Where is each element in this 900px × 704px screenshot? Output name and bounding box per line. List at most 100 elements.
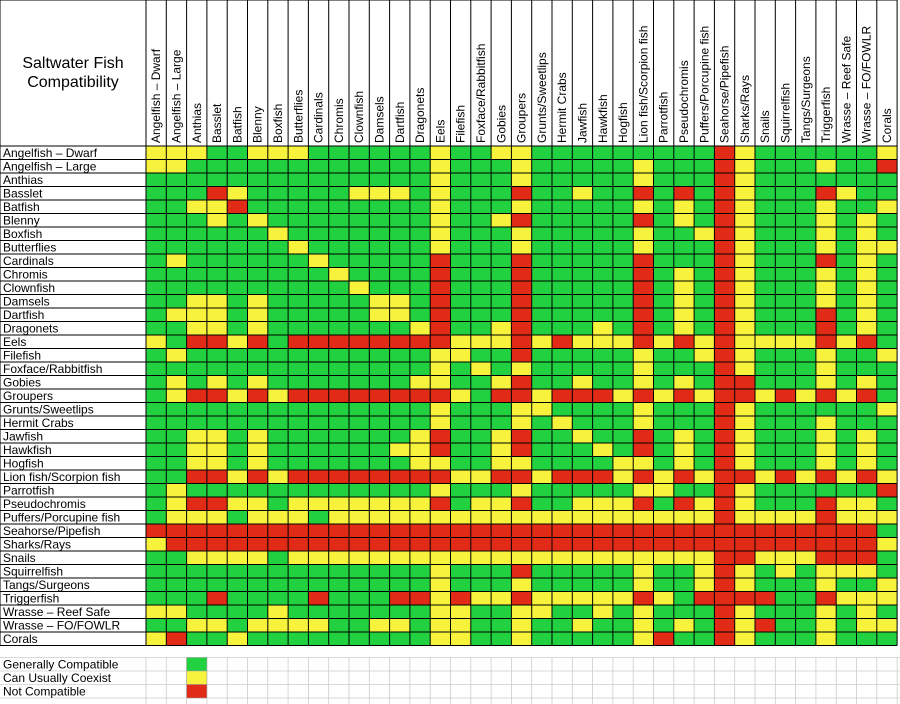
cell <box>328 429 349 443</box>
cell <box>186 591 207 605</box>
cell <box>694 159 715 173</box>
cell <box>511 227 532 241</box>
cell <box>369 510 390 524</box>
cell <box>511 524 532 538</box>
cell <box>349 294 370 308</box>
cell <box>572 213 593 227</box>
cell <box>592 510 613 524</box>
column-header: Sharks/Rays <box>738 75 752 143</box>
cell <box>572 267 593 281</box>
cell <box>328 159 349 173</box>
cell <box>795 443 816 457</box>
cell <box>430 429 451 443</box>
cell <box>206 348 228 362</box>
cell <box>146 200 167 214</box>
cell <box>552 186 573 200</box>
cell <box>369 227 390 241</box>
column-header: Jawfish <box>575 103 589 143</box>
cell <box>592 389 613 403</box>
cell <box>206 402 228 416</box>
cell <box>227 551 248 565</box>
cell <box>775 240 796 254</box>
cell <box>876 551 898 565</box>
cell <box>694 389 715 403</box>
cell <box>470 389 492 403</box>
cell <box>206 551 228 565</box>
cell <box>166 254 187 268</box>
cell <box>592 497 613 511</box>
cell <box>206 510 228 524</box>
cell <box>531 578 552 592</box>
cell <box>491 335 512 349</box>
cell <box>795 402 816 416</box>
cell <box>633 402 654 416</box>
cell <box>349 200 370 214</box>
cell <box>572 200 593 214</box>
cell <box>349 497 370 511</box>
cell <box>633 186 654 200</box>
cell <box>694 551 715 565</box>
cell <box>308 159 329 173</box>
cell <box>186 632 207 646</box>
cell <box>876 159 898 173</box>
cell <box>369 159 390 173</box>
cell <box>288 605 309 619</box>
cell <box>511 335 532 349</box>
cell <box>227 321 248 335</box>
cell <box>755 389 776 403</box>
cell <box>714 618 735 632</box>
cell <box>592 227 613 241</box>
cell <box>633 281 654 295</box>
cell <box>430 605 451 619</box>
cell <box>166 267 187 281</box>
cell <box>815 213 837 227</box>
cell <box>470 618 492 632</box>
cell <box>166 227 187 241</box>
cell <box>734 416 755 430</box>
cell <box>430 375 451 389</box>
cell <box>430 348 451 362</box>
cell <box>308 254 329 268</box>
cell <box>186 456 207 470</box>
cell <box>836 551 857 565</box>
cell <box>836 632 857 646</box>
cell <box>369 429 390 443</box>
cell <box>755 213 776 227</box>
row-label: Pseudochromis <box>3 497 86 511</box>
cell <box>552 375 573 389</box>
cell <box>247 524 268 538</box>
cell <box>775 564 796 578</box>
cell <box>673 159 695 173</box>
cell <box>876 564 898 578</box>
cell <box>328 267 349 281</box>
cell <box>409 240 431 254</box>
cell <box>673 470 695 484</box>
cell <box>206 497 228 511</box>
cell <box>673 537 695 551</box>
cell <box>572 281 593 295</box>
cell <box>511 591 532 605</box>
cell <box>572 254 593 268</box>
cell <box>815 510 837 524</box>
cell <box>308 605 329 619</box>
cell <box>430 551 451 565</box>
cell <box>186 200 207 214</box>
cell <box>673 240 695 254</box>
cell <box>267 348 289 362</box>
cell <box>673 362 695 376</box>
cell <box>267 335 289 349</box>
cell <box>146 294 167 308</box>
cell <box>146 618 167 632</box>
cell <box>491 227 512 241</box>
row-label: Groupers <box>3 389 53 403</box>
cell <box>775 173 796 187</box>
cell <box>369 537 390 551</box>
cell <box>389 605 410 619</box>
cell <box>450 605 471 619</box>
cell <box>409 200 431 214</box>
cell <box>308 267 329 281</box>
cell <box>186 578 207 592</box>
cell <box>186 308 207 322</box>
cell <box>430 497 451 511</box>
cell <box>511 173 532 187</box>
